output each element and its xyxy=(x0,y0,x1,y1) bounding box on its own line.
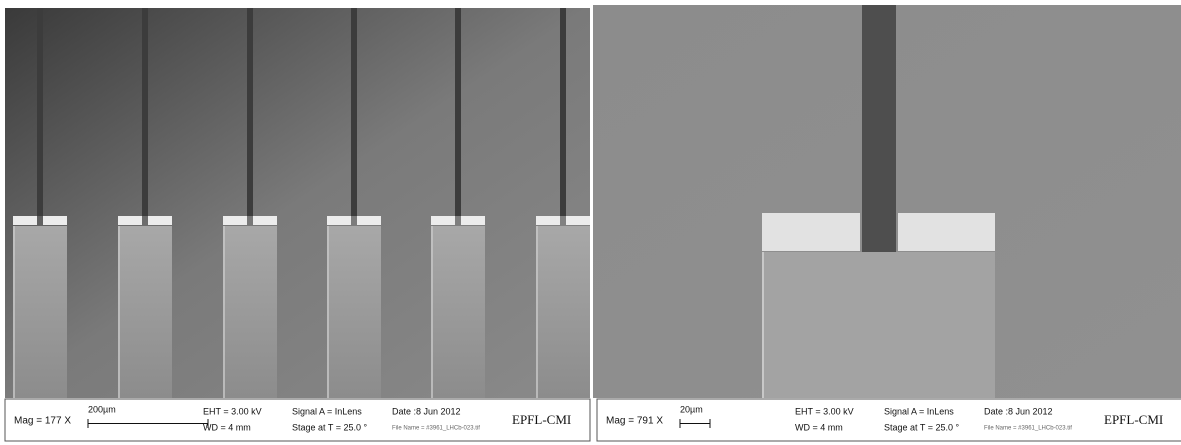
date: Date :8 Jun 2012 xyxy=(392,406,461,416)
scale-bar xyxy=(87,419,209,428)
block xyxy=(223,226,277,398)
cap xyxy=(431,216,455,225)
stage: Stage at T = 25.0 ° xyxy=(292,422,367,432)
beam xyxy=(142,8,148,216)
beam xyxy=(455,8,461,216)
beam xyxy=(351,8,357,216)
cap xyxy=(566,216,590,225)
mag: Mag = 177 X xyxy=(14,416,71,427)
block xyxy=(327,226,381,398)
file-name: File Name = #3961_LHCb-023.tif xyxy=(984,426,1072,432)
mag: Mag = 791 X xyxy=(606,416,663,427)
eht: EHT = 3.00 kV xyxy=(795,406,854,416)
cap xyxy=(357,216,381,225)
wd: WD = 4 mm xyxy=(203,422,251,432)
stage: Stage at T = 25.0 ° xyxy=(884,422,959,432)
scale-label: 200µm xyxy=(88,404,116,414)
cap xyxy=(327,216,351,225)
sem-image-right xyxy=(593,5,1181,398)
cap xyxy=(536,216,560,225)
wd: WD = 4 mm xyxy=(795,422,843,432)
block xyxy=(536,226,590,398)
logo: EPFL-CMI xyxy=(1104,412,1163,427)
logo: EPFL-CMI xyxy=(512,412,571,427)
cap xyxy=(13,216,37,225)
cap xyxy=(148,216,172,225)
file-name: File Name = #3961_LHCb-023.tif xyxy=(392,426,480,432)
sem-image-left xyxy=(5,8,590,398)
beam xyxy=(247,8,253,216)
block xyxy=(431,226,485,398)
cap xyxy=(461,216,485,225)
scale-label: 20µm xyxy=(680,404,703,414)
cap xyxy=(43,216,67,225)
cap xyxy=(223,216,247,225)
cap xyxy=(253,216,277,225)
block xyxy=(13,226,67,398)
date: Date :8 Jun 2012 xyxy=(984,406,1053,416)
info-bar xyxy=(596,398,1181,442)
beam xyxy=(37,8,43,216)
cap xyxy=(118,216,142,225)
eht: EHT = 3.00 kV xyxy=(203,406,262,416)
signal: Signal A = InLens xyxy=(292,406,362,416)
beam xyxy=(560,8,566,216)
info-bar xyxy=(4,398,591,442)
scale-bar xyxy=(679,419,711,428)
signal: Signal A = InLens xyxy=(884,406,954,416)
block xyxy=(118,226,172,398)
